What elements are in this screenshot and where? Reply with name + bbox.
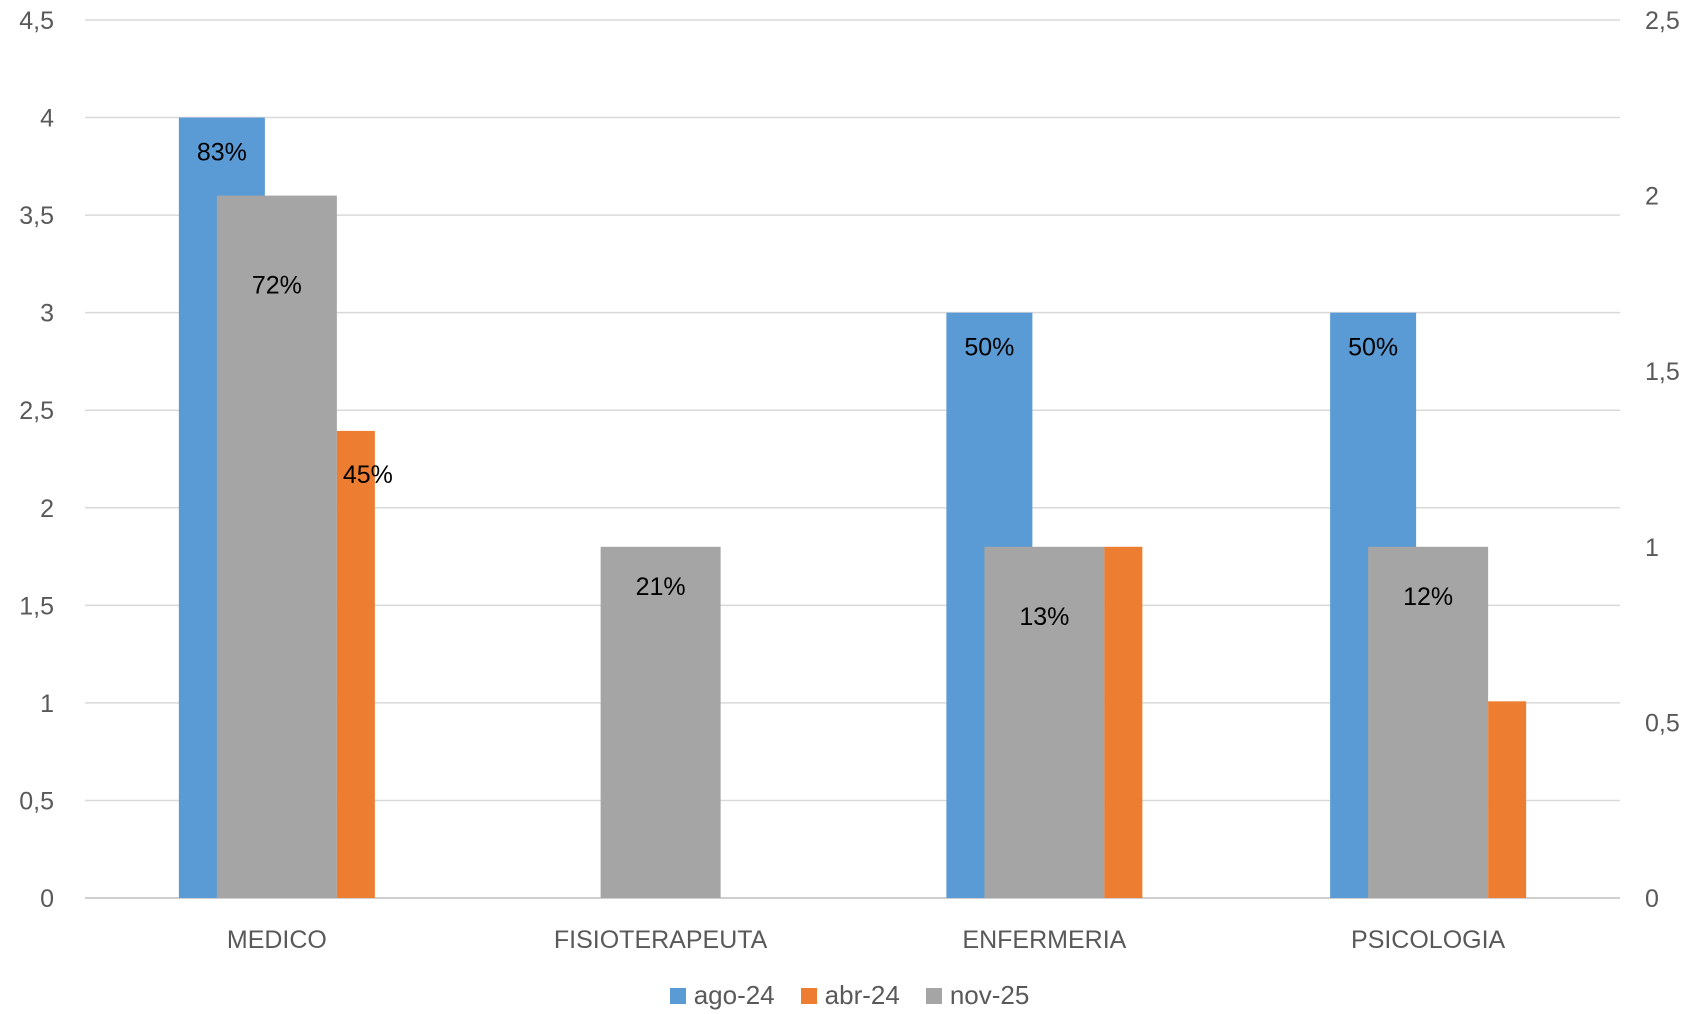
y-tick-label: 0 (40, 885, 54, 913)
y-tick-label: 1,5 (19, 592, 54, 620)
legend-item: ago-24 (669, 980, 775, 1011)
y-tick-label: 2 (40, 495, 54, 523)
primary-y-axis: 0 0,5 1 1,5 2 2,5 3 3,5 4 4,5 (19, 7, 54, 913)
y2-tick-label: 2 (1645, 183, 1659, 211)
bar-abr-24-enfermeria (1104, 546, 1143, 898)
bar-nov-25-medico (216, 195, 337, 899)
bar-chart: 0 0,5 1 1,5 2 2,5 3 3,5 4 4,5 0 0,5 1 1,5 2 2,5 83% 50%… (19, 7, 1680, 954)
legend-item: abr-24 (800, 980, 900, 1011)
bars (178, 117, 1527, 899)
legend-swatch (925, 987, 942, 1004)
y-tick-label: 0,5 (19, 787, 54, 815)
data-label: 21% (636, 573, 686, 601)
legend-label: abr-24 (824, 980, 900, 1010)
data-label: 13% (1019, 603, 1069, 631)
bar-nov-25-enfermeria (984, 546, 1105, 898)
x-axis: MEDICO FISIOTERAPEUTA ENFERMERIA PSICOLOGIA (227, 926, 1506, 954)
legend-swatch (669, 987, 686, 1004)
data-label: 83% (197, 139, 247, 167)
y2-tick-label: 1,5 (1645, 358, 1680, 386)
legend-label: nov-25 (949, 980, 1030, 1010)
data-label: 50% (1348, 334, 1398, 362)
bar-nov-25-psicologia (1368, 546, 1489, 898)
y2-tick-label: 0,5 (1645, 709, 1680, 737)
y-tick-label: 4 (40, 105, 54, 133)
y-tick-label: 3 (40, 300, 54, 328)
y-tick-label: 4,5 (19, 7, 54, 35)
x-tick-label: MEDICO (227, 926, 327, 954)
secondary-y-axis: 0 0,5 1 1,5 2 2,5 (1645, 7, 1680, 913)
y-tick-label: 1 (40, 690, 54, 718)
bar-nov-25-fisioterapeuta (600, 546, 721, 898)
data-label: 45% (343, 461, 393, 489)
x-tick-label: ENFERMERIA (962, 926, 1126, 954)
legend: ago-24 abr-24 nov-25 (0, 980, 1699, 1011)
y2-tick-label: 1 (1645, 534, 1659, 562)
x-tick-label: PSICOLOGIA (1351, 926, 1506, 954)
data-label: 12% (1403, 583, 1453, 611)
legend-swatch (800, 987, 817, 1004)
legend-item: nov-25 (925, 980, 1030, 1011)
data-label: 72% (252, 272, 302, 300)
bar-abr-24-medico (336, 430, 375, 898)
legend-label: ago-24 (693, 980, 775, 1010)
data-labels: 83% 50% 50% 72% 21% 13% 12% 45% (197, 139, 1453, 631)
y2-tick-label: 0 (1645, 885, 1659, 913)
y-tick-label: 2,5 (19, 397, 54, 425)
x-tick-label: FISIOTERAPEUTA (554, 926, 768, 954)
y2-tick-label: 2,5 (1645, 7, 1680, 35)
data-label: 50% (964, 334, 1014, 362)
bar-abr-24-psicologia (1488, 701, 1527, 898)
y-tick-label: 3,5 (19, 202, 54, 230)
